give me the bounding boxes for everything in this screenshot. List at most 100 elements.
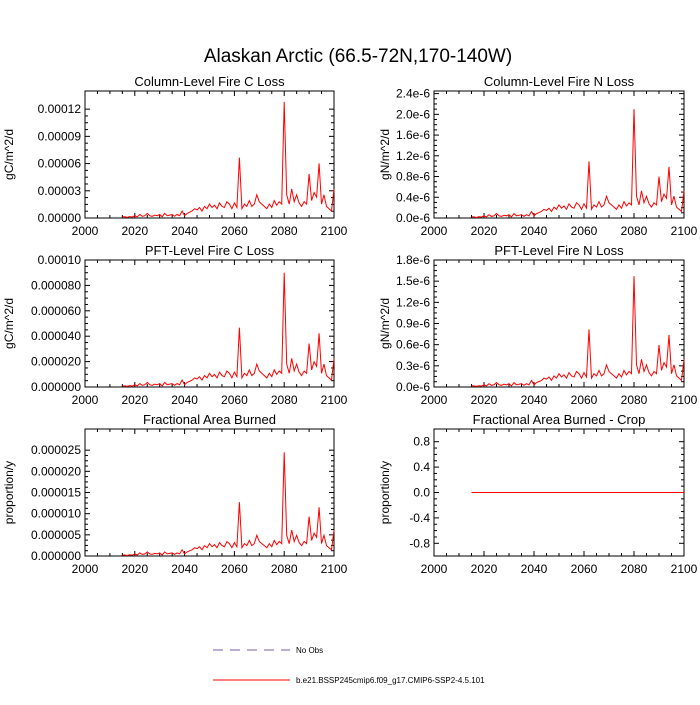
y-axis-label: gN/m^2/d (378, 129, 392, 180)
y-tick-label: 0.000000 (31, 549, 81, 563)
panel-title: Column-Level Fire C Loss (134, 74, 285, 89)
y-tick-label: 2.0e-6 (396, 107, 430, 121)
panel-6: Fractional Area Burned - Crop proportion/… (378, 412, 698, 576)
y-axis-label: gC/m^2/d (2, 298, 16, 349)
x-tick-label: 2080 (621, 562, 648, 576)
panel-5: Fractional Area Burned proportion/y 2000 20… (2, 412, 348, 576)
y-tick-label: 0.000080 (31, 278, 81, 292)
panels: Column-Level Fire C Loss gC/m^2/d 2000 2020… (2, 74, 698, 576)
y-tick-label: 0.0e-6 (396, 380, 430, 394)
legend-label-model: b.e21.BSSP245cmip6.f09_g17.CMIP6-SSP2-4.… (296, 676, 485, 685)
series-line (122, 452, 335, 557)
y-tick-label: 0.0e-6 (396, 211, 430, 225)
x-tick-label: 2100 (671, 224, 698, 238)
y-tick-label: 0.8 (413, 435, 430, 449)
x-tick-label: 2040 (171, 562, 198, 576)
x-tick-label: 2020 (121, 393, 148, 407)
series-line (471, 109, 685, 219)
y-tick-label: 0.4 (413, 460, 430, 474)
y-tick-label: 0.00012 (38, 102, 82, 116)
series-line (471, 276, 685, 387)
x-tick-label: 2000 (421, 224, 448, 238)
y-tick-label: 0.0 (413, 486, 430, 500)
x-tick-label: 2040 (171, 224, 198, 238)
x-tick-label: 2080 (271, 224, 298, 238)
y-tick-label: 2.4e-6 (396, 87, 430, 101)
panel-2: Column-Level Fire N Loss gN/m^2/d 2000 2020… (378, 74, 698, 238)
figure-title: Alaskan Arctic (66.5-72N,170-140W) (204, 46, 512, 67)
y-tick-label: -0.4 (409, 511, 430, 525)
y-tick-label: 0.000005 (31, 528, 81, 542)
y-tick-label: 0.000020 (31, 464, 81, 478)
x-tick-label: 2100 (321, 562, 348, 576)
x-tick-label: 2040 (521, 224, 548, 238)
panel-title: PFT-Level Fire C Loss (145, 243, 275, 258)
x-tick-label: 2100 (671, 562, 698, 576)
x-tick-label: 2080 (271, 562, 298, 576)
y-axis-label: gC/m^2/d (2, 129, 16, 180)
x-tick-label: 2060 (221, 393, 248, 407)
x-tick-label: 2040 (521, 562, 548, 576)
y-tick-label: 0.00003 (38, 184, 82, 198)
x-tick-label: 2020 (471, 224, 498, 238)
plot-frame (84, 259, 335, 388)
x-tick-label: 2040 (171, 393, 198, 407)
x-tick-label: 2020 (121, 224, 148, 238)
y-tick-label: -0.8 (409, 536, 430, 550)
series-line (122, 272, 335, 387)
x-tick-label: 2000 (72, 224, 99, 238)
x-tick-label: 2060 (571, 562, 598, 576)
y-tick-label: 0.9e-6 (396, 317, 430, 331)
y-tick-label: 1.8e-6 (396, 253, 430, 267)
x-tick-label: 2000 (72, 562, 99, 576)
x-tick-label: 2100 (321, 393, 348, 407)
y-tick-label: 0.6e-6 (396, 338, 430, 352)
y-tick-label: 0.8e-6 (396, 170, 430, 184)
x-tick-label: 2020 (471, 562, 498, 576)
panel-3: PFT-Level Fire C Loss gC/m^2/d 2000 2020 204… (2, 243, 348, 407)
plot-frame (433, 90, 685, 219)
x-tick-label: 2060 (571, 393, 598, 407)
x-tick-label: 2060 (221, 562, 248, 576)
legend: No Obs b.e21.BSSP245cmip6.f09_g17.CMIP6-… (213, 646, 485, 685)
y-tick-label: 1.2e-6 (396, 295, 430, 309)
x-tick-label: 2100 (321, 224, 348, 238)
y-tick-label: 0.00010 (38, 253, 82, 267)
x-tick-label: 2000 (421, 393, 448, 407)
x-tick-label: 2020 (121, 562, 148, 576)
panel-title: PFT-Level Fire N Loss (494, 243, 624, 258)
x-tick-label: 2080 (271, 393, 298, 407)
y-tick-label: 0.4e-6 (396, 190, 430, 204)
y-tick-label: 0.00000 (38, 211, 82, 225)
panel-title: Fractional Area Burned - Crop (473, 412, 646, 427)
y-tick-label: 0.00006 (38, 157, 82, 171)
panel-title: Fractional Area Burned (143, 412, 276, 427)
x-tick-label: 2000 (72, 393, 99, 407)
y-tick-label: 0.000060 (31, 304, 81, 318)
plot-frame (84, 90, 335, 219)
x-tick-label: 2080 (621, 393, 648, 407)
x-tick-label: 2060 (571, 224, 598, 238)
y-axis-label: proportion/y (2, 461, 16, 524)
x-tick-label: 2040 (521, 393, 548, 407)
x-tick-label: 2060 (221, 224, 248, 238)
y-tick-label: 0.00009 (38, 129, 82, 143)
y-axis-label: gN/m^2/d (378, 298, 392, 349)
plot-frame (433, 259, 685, 388)
x-tick-label: 2000 (421, 562, 448, 576)
y-tick-label: 0.000010 (31, 507, 81, 521)
y-tick-label: 0.000015 (31, 486, 81, 500)
panel-1: Column-Level Fire C Loss gC/m^2/d 2000 2020… (2, 74, 348, 238)
y-tick-label: 1.6e-6 (396, 128, 430, 142)
panel-4: PFT-Level Fire N Loss gN/m^2/d 2000 2020 204… (378, 243, 698, 407)
panel-title: Column-Level Fire N Loss (484, 74, 635, 89)
y-tick-label: 1.2e-6 (396, 149, 430, 163)
y-tick-label: 1.5e-6 (396, 274, 430, 288)
y-tick-label: 0.3e-6 (396, 359, 430, 373)
series-line (122, 101, 335, 218)
y-tick-label: 0.000025 (31, 443, 81, 457)
legend-label-no-obs: No Obs (296, 646, 323, 655)
y-axis-label: proportion/y (378, 461, 392, 524)
